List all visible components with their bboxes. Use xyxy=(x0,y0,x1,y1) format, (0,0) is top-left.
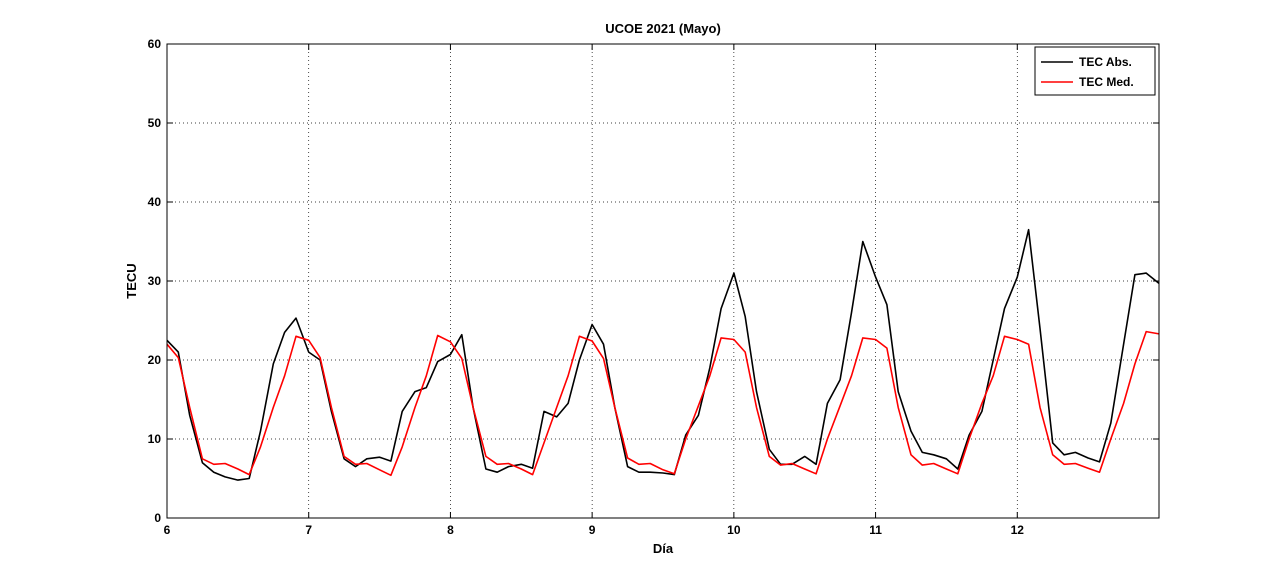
y-tick-label: 40 xyxy=(148,195,162,209)
legend-label-tec-med: TEC Med. xyxy=(1079,75,1134,89)
axis-ticks: 0 10 20 30 40 50 60 6 7 8 9 10 11 12 xyxy=(148,37,1159,537)
x-tick-label: 9 xyxy=(589,523,596,537)
x-tick-label: 8 xyxy=(447,523,454,537)
legend-box xyxy=(1034,46,1156,96)
y-tick-label: 60 xyxy=(148,37,162,51)
x-tick-label: 11 xyxy=(869,523,882,537)
y-tick-label: 30 xyxy=(148,274,162,288)
series-line-tec-med xyxy=(166,330,1160,477)
x-tick-label: 7 xyxy=(305,523,312,537)
chart-title: UCOE 2021 (Mayo) xyxy=(605,21,721,36)
y-tick-label: 20 xyxy=(148,353,162,367)
y-tick-label: 0 xyxy=(154,511,161,525)
grid-lines xyxy=(167,44,1159,518)
x-tick-label: 6 xyxy=(164,523,171,537)
legend-label-tec-abs: TEC Abs. xyxy=(1079,55,1132,69)
x-axis-label: Día xyxy=(653,541,674,556)
y-tick-label: 50 xyxy=(148,116,162,130)
x-tick-label: 12 xyxy=(1011,523,1025,537)
x-tick-label: 10 xyxy=(727,523,741,537)
y-tick-label: 10 xyxy=(148,432,162,446)
legend: TEC Abs. TEC Med. xyxy=(1034,46,1156,96)
y-axis-label: TECU xyxy=(124,263,139,298)
series-layer xyxy=(166,228,1160,481)
series-line-tec-abs xyxy=(166,228,1160,481)
